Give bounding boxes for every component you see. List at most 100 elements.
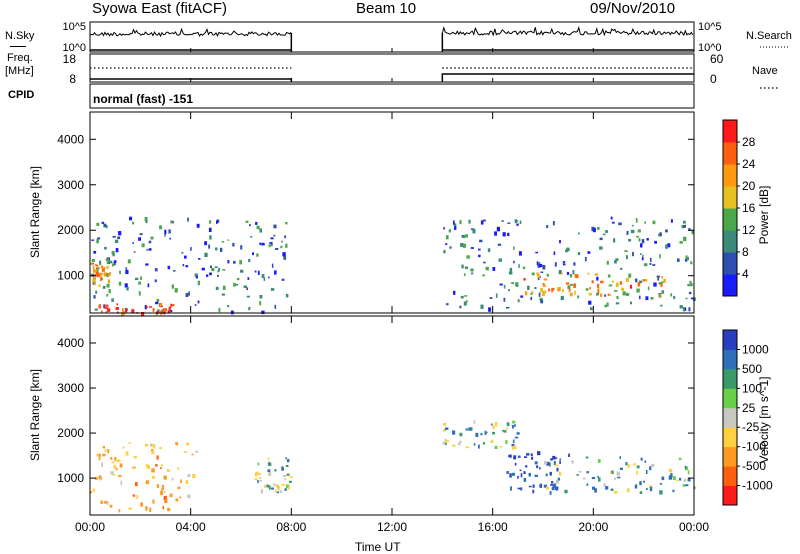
velocity-echo-cell [682,484,685,487]
power-echo-cell [144,305,147,310]
power-echo-cell [164,233,166,237]
velocity-echo-cell [118,475,122,478]
velocity-echo-cell [113,464,116,469]
power-echo-cell [281,278,285,281]
velocity-echo-cell [549,462,551,467]
power-echo-cell [146,249,149,251]
power-echo-cell [209,235,212,240]
velocity-echo-cell [649,466,652,471]
velocity-echo-cell [564,489,568,494]
power-echo-cell [616,296,619,300]
power-echo-cell [508,289,510,292]
power-echo-cell [677,258,680,262]
power-echo-cell [464,266,468,269]
power-echo-cell [527,285,530,290]
power-echo-cell [645,278,648,282]
power-echo-cell [485,266,489,271]
power-echo-cell [537,276,540,281]
power-echo-cell [94,269,98,272]
velocity-echo-cell [132,494,136,497]
nsky-tick-top: 10^5 [62,21,86,33]
power-echo-cell [211,267,215,272]
power-echo-cell [149,306,153,308]
velocity-echo-cell [285,484,290,489]
velocity-echo-cell [506,471,509,474]
velocity-echo-cell [502,429,505,432]
power-echo-cell [246,287,248,290]
velocity-echo-cell [114,456,117,462]
freq-label-2: [MHz] [5,65,34,77]
velocity-echo-cell [285,457,287,459]
power-echo-cell [125,269,129,275]
nsky-underline [10,46,26,47]
power-colorbar-step [723,230,737,253]
power-echo-cell [131,309,135,313]
freq-trace-b [441,73,694,82]
power-echo-region [90,262,112,288]
velocity-echo-cell [619,467,623,470]
velocity-echo-cell [626,488,630,493]
velocity-echo-cell [669,475,672,479]
velocity-echo-cell [526,453,530,456]
power-echo-cell [499,283,503,286]
power-echo-cell [214,266,218,268]
velocity-echo-cell [578,470,582,473]
power-echo-cell [516,223,519,226]
velocity-echo-cell [465,428,468,431]
velocity-echo-cell [687,470,690,475]
velocity-echo-cell [591,477,596,479]
velocity-echo-cell [101,462,103,467]
power-echo-cell [194,304,197,306]
power-echo-cell [683,220,686,224]
power-echo-cell [92,265,95,269]
velocity-colorbar-tick-label: -500 [742,459,766,473]
power-echo-cell [494,231,497,236]
power-echo-cell [103,266,106,269]
power-echo-cell [445,303,449,306]
velocity-colorbar-tick-label: -100 [742,440,766,454]
power-echo-cell [628,239,632,242]
power-echo-cell [560,295,564,301]
velocity-colorbar-tick-label: 25 [742,401,756,415]
power-ytick-label: 2000 [57,223,84,237]
velocity-echo-cell [559,460,561,464]
power-echo-cell [554,262,557,267]
velocity-echo-cell [152,475,155,479]
power-echo-cell [273,224,277,229]
power-echo-cell [689,280,692,285]
power-echo-cell [542,284,546,287]
velocity-echo-cell [110,457,113,460]
velocity-echo-cell [264,485,266,488]
power-echo-cell [215,247,218,251]
velocity-echo-cell [95,477,98,480]
power-echo-cell [221,293,225,296]
power-echo-cell [105,311,108,314]
power-echo-cell [679,305,683,309]
power-echo-cell [118,231,122,236]
power-echo-cell [105,225,108,229]
velocity-echo-cell [445,427,449,430]
power-echo-cell [446,235,449,240]
power-echo-cell [97,237,100,240]
power-echo-cell [619,281,623,285]
velocity-echo-cell [559,458,562,460]
velocity-echo-cell [176,442,178,446]
power-echo-cell [234,284,239,286]
power-echo-cell [138,291,141,296]
velocity-echo-cell [128,442,131,444]
power-echo-cell [182,264,185,267]
cpid-panel-frame [89,83,695,109]
velocity-echo-cell [520,473,523,478]
power-echo-cell [103,223,107,228]
velocity-echo-cell [107,449,110,454]
velocity-echo-cell [683,478,687,483]
power-echo-cell [112,235,116,238]
power-echo-cell [540,288,543,292]
velocity-echo-cell [458,442,461,446]
cpid-value: normal (fast) -151 [93,92,194,106]
power-echo-cell [115,248,119,253]
velocity-echo-cell [478,444,480,449]
velocity-colorbar-tick-label: -25 [742,420,760,434]
velocity-echo-cell [100,500,103,504]
power-echo-cell [507,232,510,237]
